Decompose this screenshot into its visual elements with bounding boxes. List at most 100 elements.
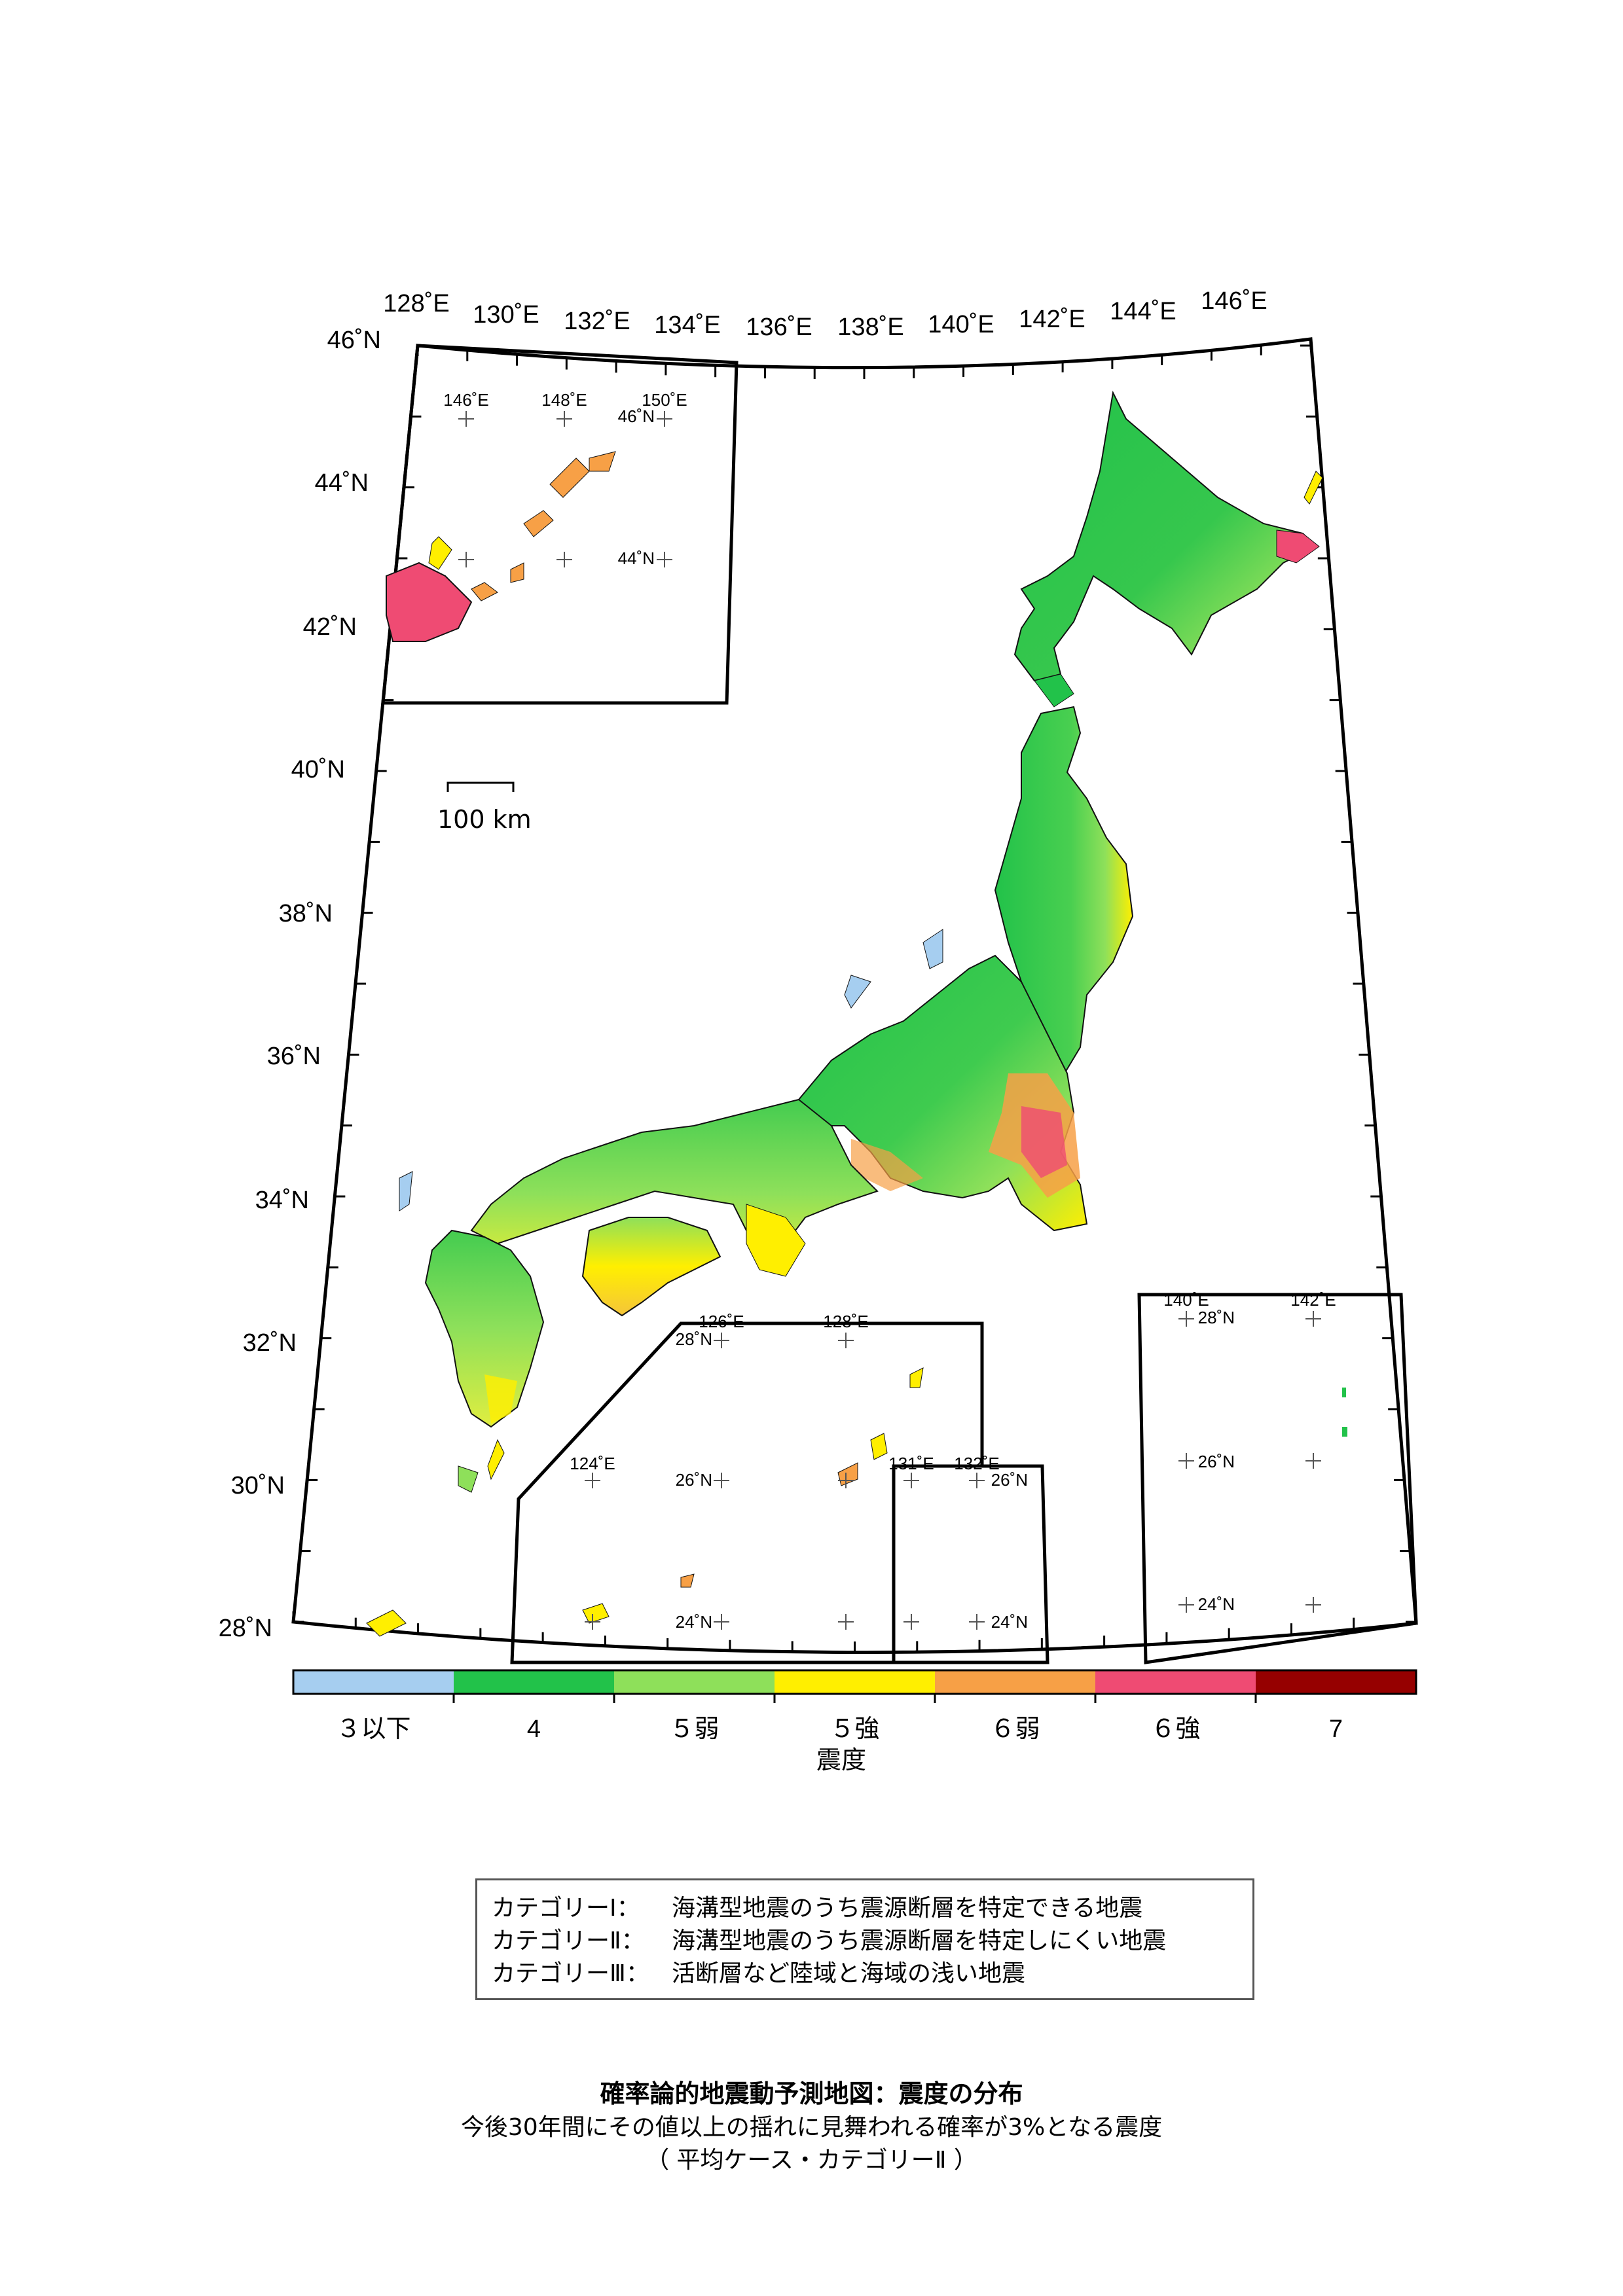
inset-grid-label: 24˚N: [991, 1612, 1028, 1632]
grid-cross: [1305, 1453, 1321, 1469]
latitude-label: 32˚N: [243, 1329, 297, 1357]
grid-cross: [657, 552, 672, 567]
grid-cross: [458, 411, 474, 427]
map-caption: 確率論的地震動予測地図：震度の分布 今後30年間にその値以上の揺れに見舞われる確…: [0, 2076, 1623, 2177]
grid-cross: [585, 1473, 600, 1488]
category-legend: カテゴリーⅠ： 海溝型地震のうち震源断層を特定できる地震 カテゴリーⅡ： 海溝型地震…: [475, 1878, 1254, 2000]
colorbar-label: ５強: [830, 1715, 879, 1743]
colorbar-segment: [293, 1670, 454, 1694]
inset-grid-label: 26˚N: [1198, 1452, 1235, 1471]
colorbar-segment: [454, 1670, 614, 1694]
latitude-label: 30˚N: [231, 1472, 285, 1499]
grid-cross: [1305, 1311, 1321, 1327]
inset-grid-label: 24˚N: [1198, 1594, 1235, 1614]
inset-grid-label: 46˚N: [618, 406, 655, 426]
grid-cross: [969, 1473, 985, 1488]
grid-cross: [838, 1614, 854, 1630]
western-honshu-land: [470, 1098, 879, 1277]
latitude-label: 34˚N: [255, 1187, 309, 1214]
longitude-label: 130˚E: [473, 301, 539, 329]
grid-cross: [556, 552, 572, 567]
grid-cross: [1178, 1453, 1194, 1469]
latitude-label: 40˚N: [291, 756, 345, 783]
shikoku-land: [581, 1217, 721, 1317]
daito-inset: [892, 1464, 1049, 1664]
longitude-labels: 128˚E 130˚E 132˚E 134˚E 136˚E 138˚E 140˚E 142˚E…: [383, 287, 1267, 341]
legend-item-2: カテゴリーⅡ： 海溝型地震のうち震源断層を特定しにくい地震: [492, 1928, 1167, 1954]
inset-grid-label: 28˚N: [1198, 1308, 1235, 1327]
colorbar-outline: [292, 1669, 1417, 1695]
grid-cross: [903, 1614, 919, 1630]
kuril-inset: [381, 344, 739, 705]
grid-cross: [657, 411, 672, 427]
inset-grid-label: 28˚N: [676, 1329, 712, 1349]
latitude-label: 44˚N: [315, 469, 369, 497]
grid-cross: [556, 411, 572, 427]
longitude-label: 132˚E: [564, 308, 630, 335]
grid-cross: [1178, 1311, 1194, 1327]
ogasawara-inset: [1137, 1293, 1418, 1664]
ryukyu-inset: [510, 1321, 984, 1664]
inset-grid-label: 26˚N: [991, 1470, 1028, 1490]
colorbar-label: ５弱: [669, 1715, 719, 1743]
inset-grid-label: 142˚E: [1290, 1290, 1336, 1310]
latitude-label: 42˚N: [303, 613, 357, 641]
colorbar-label: ３以下: [336, 1715, 410, 1743]
caption-subtitle: 今後30年間にその値以上の揺れに見舞われる確率が3%となる震度: [460, 2114, 1163, 2141]
longitude-label: 140˚E: [928, 311, 994, 338]
longitude-label: 144˚E: [1110, 298, 1176, 325]
grid-cross: [1305, 1597, 1321, 1613]
latitude-labels: 46˚N 44˚N 42˚N 40˚N 38˚N 36˚N 34˚N 32˚N 30˚N 28˚N: [219, 327, 381, 1642]
kyushu-land: [366, 1171, 545, 1637]
grid-cross: [969, 1614, 985, 1630]
colorbar-segment: [775, 1670, 935, 1694]
inset-grid-labels: 146˚E 148˚E 150˚E46˚N 44˚N 126˚E 128˚E 124˚E 28…: [443, 390, 1336, 1632]
latitude-label: 38˚N: [279, 900, 333, 927]
longitude-label: 142˚E: [1019, 306, 1085, 333]
legend-item-1: カテゴリーⅠ： 海溝型地震のうち震源断層を特定できる地震: [492, 1895, 1143, 1922]
inset-grid-label: 128˚E: [823, 1312, 868, 1331]
colorbar-segment: [935, 1670, 1095, 1694]
grid-cross: [585, 1614, 600, 1630]
grid-cross: [714, 1614, 729, 1630]
colorbar-segment: [1095, 1670, 1256, 1694]
hokkaido-land: [1013, 390, 1323, 708]
inset-grid-label: 146˚E: [443, 390, 488, 410]
scale-bar-label: 100 km: [437, 805, 532, 834]
longitude-label: 138˚E: [837, 314, 903, 341]
intensity-colorbar: ３以下 4 ５弱 ５強 ６弱 ６強 7 震度: [292, 1669, 1417, 1774]
longitude-label: 128˚E: [383, 290, 449, 317]
grid-cross: [714, 1333, 729, 1348]
inset-grid-label: 124˚E: [570, 1454, 615, 1473]
caption-title: 確率論的地震動予測地図：震度の分布: [600, 2079, 1023, 2108]
inset-grid-label: 126˚E: [699, 1312, 744, 1331]
legend-item-3: カテゴリーⅢ： 活断層など陸域と海域の浅い地震: [492, 1960, 1026, 1987]
tohoku-land: [994, 706, 1134, 1081]
scale-bar: 100 km: [437, 781, 532, 834]
colorbar-segment: [614, 1670, 775, 1694]
grid-cross: [838, 1473, 854, 1488]
grid-cross: [838, 1333, 854, 1348]
inset-grid-label: 148˚E: [541, 390, 587, 410]
grid-cross: [903, 1473, 919, 1488]
inset-grid-label: 150˚E: [642, 390, 687, 410]
grid-cross: [714, 1473, 729, 1488]
grid-cross: [1178, 1597, 1194, 1613]
colorbar-label: 4: [527, 1715, 541, 1743]
latitude-label: 28˚N: [219, 1615, 272, 1642]
colorbar-label: 7: [1329, 1715, 1343, 1743]
honshu-land: [797, 929, 1088, 1232]
colorbar-label: ６強: [1150, 1715, 1200, 1743]
latitude-label: 46˚N: [327, 327, 381, 354]
inset-grid-label: 26˚N: [676, 1470, 712, 1490]
longitude-label: 134˚E: [654, 312, 720, 339]
grid-cross: [458, 552, 474, 567]
latitude-label: 36˚N: [267, 1043, 321, 1070]
colorbar-title: 震度: [816, 1747, 866, 1774]
inset-grid-label: 132˚E: [954, 1454, 999, 1473]
inset-grid-label: 44˚N: [618, 548, 655, 568]
inset-grid-label: 131˚E: [888, 1454, 934, 1473]
longitude-label: 136˚E: [746, 314, 812, 341]
colorbar-label: ６弱: [990, 1715, 1040, 1743]
